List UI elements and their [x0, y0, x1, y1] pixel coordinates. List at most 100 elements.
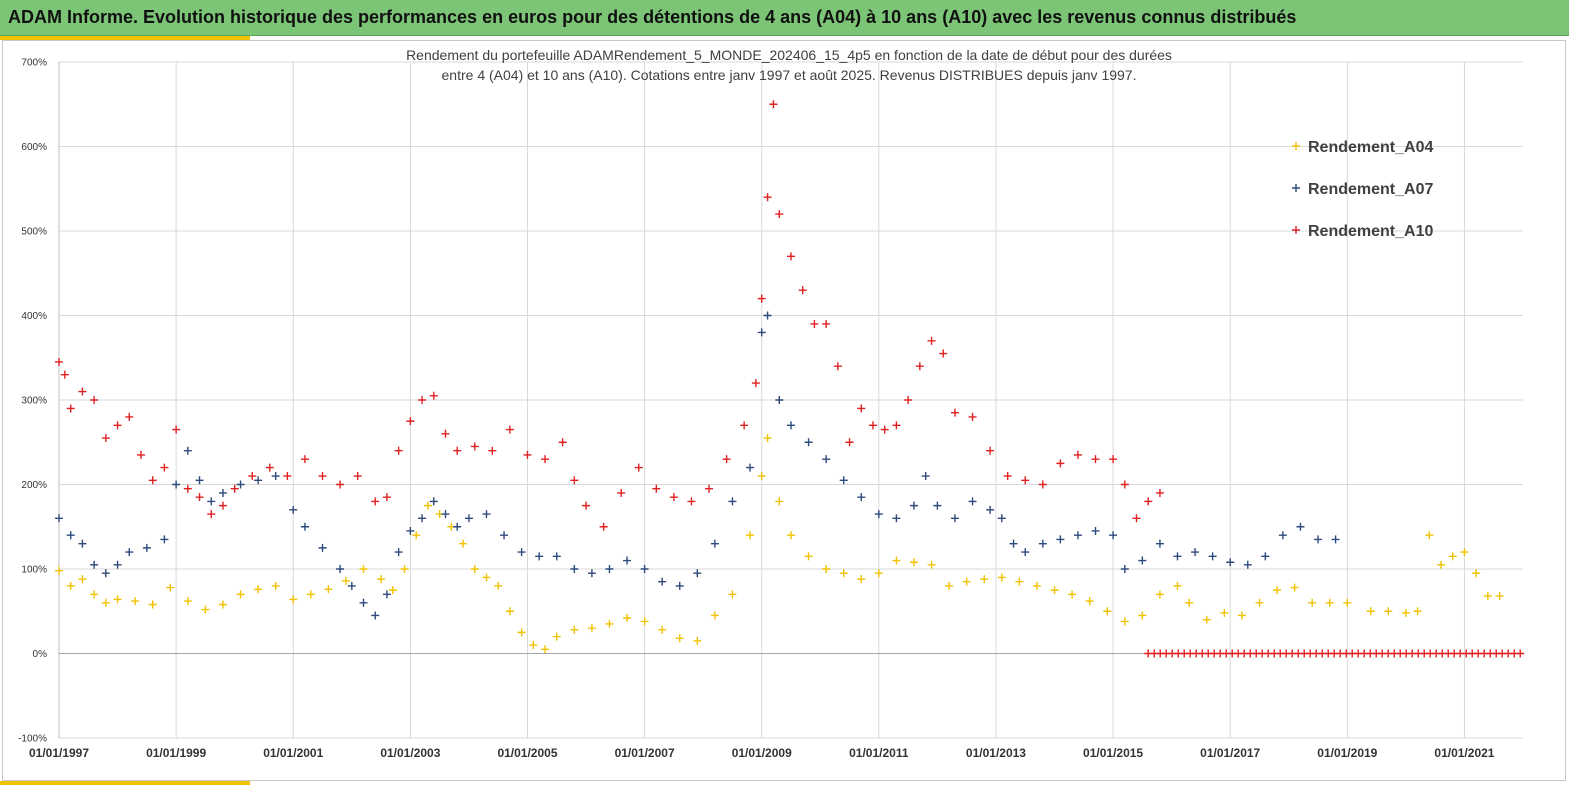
- data-point: [359, 565, 368, 573]
- data-point: [839, 569, 848, 578]
- data-point: [1278, 531, 1287, 540]
- data-point: [1144, 497, 1153, 506]
- data-point: [359, 598, 368, 607]
- data-point: [1366, 607, 1375, 616]
- data-point: [763, 434, 772, 443]
- data-point: [289, 505, 298, 514]
- data-point: [927, 560, 936, 569]
- data-point: [687, 497, 696, 506]
- data-point: [874, 510, 883, 519]
- data-point: [248, 472, 257, 481]
- data-point: [757, 472, 766, 481]
- data-point: [482, 510, 491, 519]
- legend-marker: [1292, 184, 1300, 192]
- data-point: [617, 488, 626, 497]
- data-point: [55, 566, 63, 575]
- chart-ticks: -100% 0% 100% 200% 300% 400% 500% 600% 700% 01/01…: [18, 58, 1495, 761]
- data-point: [1384, 607, 1393, 616]
- data-point: [541, 645, 550, 654]
- data-point: [892, 556, 901, 565]
- data-point: [640, 617, 649, 626]
- data-point: [201, 605, 210, 614]
- data-point: [997, 514, 1006, 523]
- data-point: [377, 575, 386, 584]
- data-point: [892, 514, 901, 523]
- data-point: [1120, 480, 1129, 489]
- data-point: [582, 501, 591, 510]
- data-point: [113, 595, 122, 604]
- data-point: [1425, 531, 1434, 540]
- data-point: [300, 522, 309, 531]
- x-tick-label: 01/01/2011: [849, 746, 909, 760]
- data-point: [1120, 565, 1129, 573]
- data-point: [1472, 569, 1481, 578]
- data-point: [810, 319, 819, 328]
- data-point: [787, 531, 795, 540]
- y-tick-label: 700%: [21, 58, 47, 69]
- x-tick-label: 01/01/2003: [380, 746, 440, 760]
- data-point: [142, 543, 151, 552]
- data-point: [1273, 586, 1282, 595]
- page-title: ADAM Informe. Evolution historique des p…: [8, 7, 1297, 27]
- data-point: [207, 510, 216, 519]
- data-point: [675, 634, 684, 643]
- data-point: [1003, 472, 1012, 481]
- data-point: [1132, 514, 1141, 523]
- chart-subtitle-line-1: Rendement du portefeuille ADAMRendement_…: [406, 47, 1172, 63]
- data-point: [482, 573, 491, 582]
- data-point: [962, 577, 971, 586]
- data-point: [1437, 560, 1446, 569]
- data-point: [710, 611, 719, 620]
- series-Rendement_A04: [55, 434, 1504, 654]
- data-point: [230, 484, 239, 493]
- data-point: [400, 565, 409, 573]
- data-point: [341, 576, 350, 585]
- data-point: [1173, 552, 1182, 561]
- data-point: [55, 514, 63, 523]
- data-point: [1155, 488, 1164, 497]
- data-point: [1068, 590, 1077, 599]
- data-point: [909, 501, 918, 510]
- data-point: [265, 463, 274, 472]
- data-point: [166, 583, 175, 592]
- data-point: [1296, 522, 1305, 531]
- data-point: [1015, 577, 1024, 586]
- data-point: [1237, 611, 1246, 620]
- data-point: [218, 488, 227, 497]
- chart-legend: Rendement_A04 Rendement_A07 Rendement_A10: [1292, 139, 1433, 240]
- data-point: [968, 412, 977, 421]
- data-point: [757, 294, 766, 303]
- data-point: [464, 514, 473, 523]
- data-point: [347, 581, 356, 590]
- data-point: [1255, 598, 1264, 607]
- data-point: [839, 476, 848, 485]
- data-point: [769, 100, 778, 109]
- x-tick-label: 01/01/1997: [29, 746, 89, 760]
- data-point: [857, 404, 866, 413]
- x-tick-label: 01/01/2009: [732, 746, 792, 760]
- data-point: [705, 484, 714, 493]
- data-point: [1343, 598, 1352, 607]
- data-point: [669, 493, 678, 502]
- data-point: [857, 575, 866, 584]
- data-point: [1103, 607, 1112, 616]
- data-point: [599, 522, 608, 531]
- data-point: [1185, 598, 1194, 607]
- data-point: [1401, 608, 1410, 617]
- chart-frame: [2, 40, 1566, 781]
- data-point: [66, 531, 75, 540]
- data-point: [318, 472, 327, 481]
- data-point: [195, 476, 204, 485]
- data-point: [394, 446, 403, 455]
- data-point: [470, 565, 479, 573]
- x-tick-label: 01/01/2015: [1083, 746, 1143, 760]
- data-point: [1155, 590, 1164, 599]
- data-point: [915, 362, 924, 371]
- data-point: [55, 357, 63, 366]
- data-point: [552, 632, 561, 641]
- data-point: [254, 476, 263, 485]
- data-point: [78, 539, 87, 548]
- data-point: [1009, 539, 1018, 548]
- data-point: [1261, 552, 1270, 561]
- data-point: [746, 463, 755, 472]
